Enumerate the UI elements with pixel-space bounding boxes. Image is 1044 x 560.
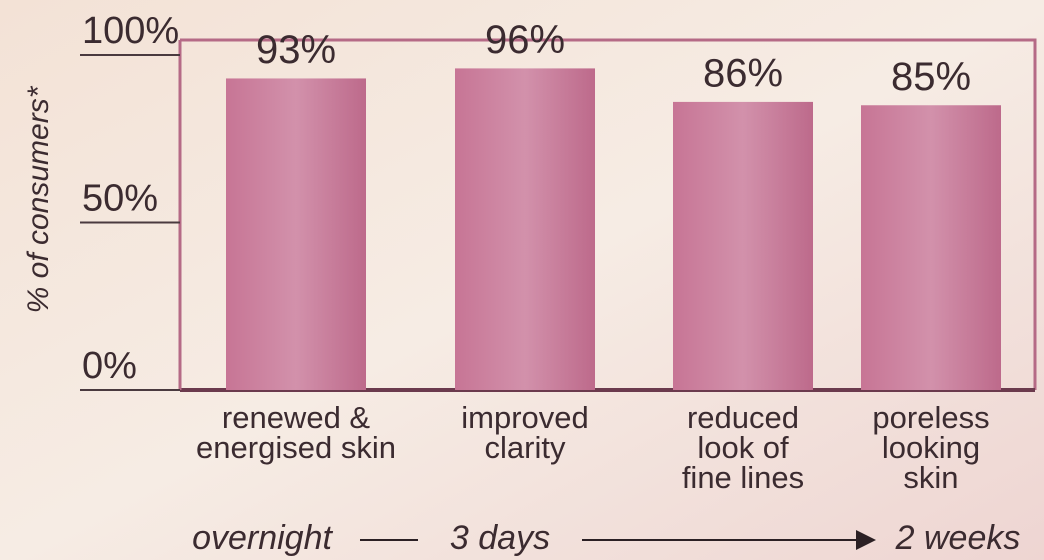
- value-label: 96%: [485, 18, 565, 62]
- x-tick-label: fine lines: [682, 460, 804, 495]
- y-axis-label: % of consumers*: [22, 85, 55, 313]
- bar: [226, 78, 366, 390]
- bar: [673, 101, 813, 391]
- x-tick-label: look of: [697, 430, 789, 465]
- value-label: 86%: [703, 51, 783, 95]
- bar: [861, 105, 1001, 390]
- x-tick-label: improved: [461, 400, 589, 435]
- x-tick-label: clarity: [485, 430, 566, 465]
- plot-frame: [180, 38, 1037, 390]
- x-tick-label: renewed &: [222, 400, 371, 435]
- y-tick-label: 100%: [82, 10, 179, 52]
- timeline-label: 2 weeks: [895, 519, 1021, 557]
- x-tick-label: poreless: [872, 400, 989, 435]
- x-tick-label: energised skin: [196, 430, 396, 465]
- value-label: 85%: [891, 55, 971, 99]
- y-tick-label: 0%: [82, 345, 137, 387]
- bar: [455, 68, 595, 391]
- value-label: 93%: [256, 28, 336, 72]
- y-tick-label: 50%: [82, 178, 158, 220]
- x-tick-label: reduced: [687, 400, 799, 435]
- timeline-label: 3 days: [450, 519, 550, 557]
- x-tick-label: skin: [903, 460, 958, 495]
- timeline-label: overnight: [192, 519, 333, 557]
- x-tick-label: looking: [882, 430, 980, 465]
